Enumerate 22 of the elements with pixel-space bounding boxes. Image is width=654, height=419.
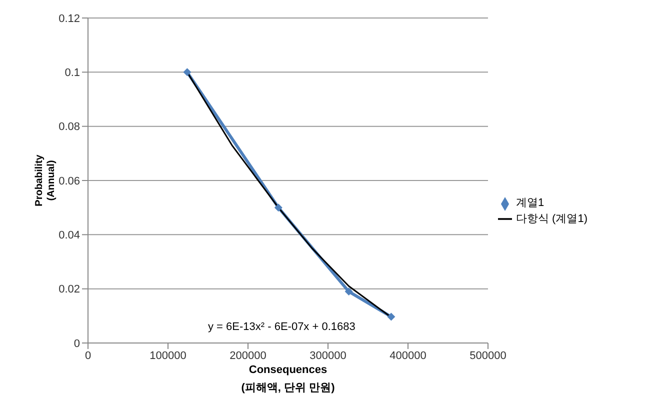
y-tick-label: 0.06 xyxy=(58,175,80,188)
y-tick-label: 0.02 xyxy=(58,284,80,296)
y-tick-label: 0.1 xyxy=(64,67,80,80)
x-tick-label: 300000 xyxy=(310,350,346,362)
legend-label: 계열1 xyxy=(516,197,544,210)
legend-label: 다항식 (계열1) xyxy=(516,212,588,224)
x-axis-title: Consequences (피해액, 단위 만원) xyxy=(241,364,336,394)
y-tick-label: 0.12 xyxy=(58,12,80,25)
y-tick-label: 0 xyxy=(74,338,80,350)
x-tick-label: 400000 xyxy=(390,350,426,362)
x-tick-label: 200000 xyxy=(230,350,266,362)
annotation: y = 6E-13x² - 6E-07x + 0.1683 xyxy=(208,321,356,333)
x-tick-label: 100000 xyxy=(150,350,186,362)
point xyxy=(274,204,282,212)
x-tick-label: 500000 xyxy=(470,350,506,362)
y-axis-title: Probability (Annual) xyxy=(34,154,57,206)
x-tick-label: 0 xyxy=(84,350,92,362)
y-tick-label: 0.04 xyxy=(58,230,80,242)
point xyxy=(344,288,353,296)
point xyxy=(183,68,192,76)
point xyxy=(387,312,396,321)
y-tick-label: 0.08 xyxy=(58,121,80,134)
